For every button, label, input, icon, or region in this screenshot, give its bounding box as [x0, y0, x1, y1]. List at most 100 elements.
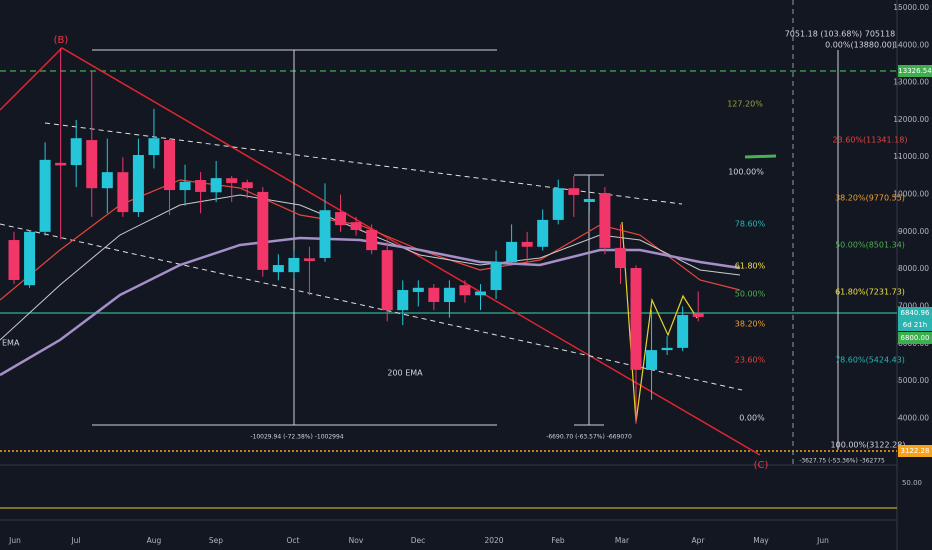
candle-body — [86, 140, 98, 189]
y-tick-label: 4000.00 — [898, 413, 929, 422]
candle-body — [677, 315, 689, 348]
candle-body — [459, 285, 471, 296]
candle-body — [39, 159, 51, 232]
x-tick-label: Oct — [287, 536, 300, 545]
candle-body — [132, 155, 144, 213]
candle-body — [490, 262, 502, 291]
measure-label: -6690.70 (-63.57%) -669070 — [546, 434, 632, 441]
candle-body — [568, 188, 580, 195]
candle-body — [319, 210, 331, 258]
fib-label: 61.80% — [735, 262, 766, 271]
measure-label: -10029.94 (-72.38%) -1002994 — [250, 434, 343, 441]
candle-body — [537, 219, 549, 247]
price-box — [898, 332, 932, 344]
annotations: (B) (C) 200 EMA EMA 7051.18 (103.68%) 70… — [2, 30, 907, 472]
candle-body — [614, 247, 626, 269]
measure-label: 7051.18 (103.68%) 705118 — [785, 30, 896, 39]
y-tick-label: 7000.00 — [898, 301, 929, 310]
y-tick-label: 5000.00 — [898, 376, 929, 385]
price-labels: 13326.54 6840.96 6d 21h 6800.00 3122.28 … — [898, 65, 932, 487]
countdown-label: 6d 21h — [903, 321, 927, 329]
fib-label: 127.20% — [727, 100, 763, 109]
fib-label: 78.60%(5424.43) — [835, 356, 905, 365]
candle-body — [164, 140, 175, 191]
ema-label: EMA — [2, 339, 20, 348]
price-label: 6800.00 — [901, 334, 930, 342]
fib-label: 38.20%(9770.55) — [835, 194, 905, 203]
fib-label: 50.00% — [735, 290, 766, 299]
y-tick-label: 9000.00 — [898, 227, 929, 236]
wave-label: (B) — [54, 35, 69, 46]
candle-body — [692, 313, 704, 317]
candle-body — [428, 287, 440, 302]
candle-body — [506, 241, 518, 263]
price-box — [898, 307, 932, 331]
y-tick-label: 15000.00 — [893, 3, 929, 12]
x-tick-label: Jul — [70, 536, 80, 545]
x-tick-label: Apr — [692, 536, 706, 545]
x-tick-label: May — [753, 536, 769, 545]
fib-label: 0.00% — [739, 414, 765, 423]
candle-body — [101, 172, 113, 189]
x-tick-label: Dec — [411, 536, 426, 545]
candle-body — [55, 162, 67, 166]
candle-body — [366, 229, 378, 251]
fib-label: 23.60%(11341.18) — [833, 136, 908, 145]
fib-label: 100.00% — [728, 168, 764, 177]
wave-label: (C) — [754, 460, 769, 471]
x-tick-label: Sep — [209, 536, 223, 545]
candle-body — [70, 138, 82, 166]
candle-body — [521, 241, 533, 247]
price-box — [898, 445, 932, 457]
fib-label: 61.80%(7231.73) — [835, 288, 905, 297]
fib-label: 78.60% — [735, 220, 766, 229]
axes: 4000.005000.006000.007000.008000.009000.… — [8, 3, 929, 545]
candle-body — [412, 287, 424, 292]
candle-body — [148, 138, 160, 155]
price-box — [898, 65, 932, 77]
x-tick-label: Mar — [615, 536, 630, 545]
candle-body — [350, 222, 362, 230]
y-tick-label: 14000.00 — [893, 40, 929, 49]
fib-label: 50.00%(8501.34) — [835, 241, 905, 250]
ema-label: 200 EMA — [387, 369, 423, 378]
candle-body — [661, 347, 673, 351]
fib-label: 38.20% — [735, 320, 766, 329]
candle-body — [583, 199, 595, 203]
candle-body — [210, 178, 222, 193]
pane-label: 50.00 — [902, 479, 922, 487]
y-tick-label: 8000.00 — [898, 264, 929, 273]
candles — [8, 47, 704, 424]
x-tick-label: Jun — [816, 536, 829, 545]
y-tick-label: 11000.00 — [893, 152, 929, 161]
fib-label: 0.00%(13880.00) — [825, 41, 895, 50]
candle-body — [8, 240, 20, 280]
candle-body — [303, 258, 315, 261]
drawings — [0, 0, 898, 550]
candle-body — [179, 181, 191, 191]
candle-body — [117, 172, 129, 213]
candle-body — [272, 265, 284, 273]
candle-body — [630, 268, 642, 370]
price-label: 6840.96 — [901, 309, 930, 317]
candle-body — [195, 179, 207, 192]
x-tick-label: Aug — [147, 536, 162, 545]
candle-body — [288, 257, 300, 273]
candle-body — [552, 188, 564, 220]
y-tick-label: 13000.00 — [893, 78, 929, 87]
fib-label: 23.60% — [735, 356, 766, 365]
candle-body — [381, 250, 393, 311]
x-tick-label: Jun — [8, 536, 21, 545]
candle-body — [257, 191, 269, 270]
candle-body — [335, 212, 347, 226]
y-tick-label: 10000.00 — [893, 190, 929, 199]
x-tick-label: Feb — [551, 536, 565, 545]
y-tick-label: 12000.00 — [893, 115, 929, 124]
x-tick-label: 2020 — [484, 536, 503, 545]
x-tick-label: Nov — [349, 536, 364, 545]
candle-body — [397, 290, 409, 311]
measure-label: -3627.75 (-53.36%) -362775 — [799, 458, 885, 465]
candle-body — [646, 350, 658, 370]
price-label: 13326.54 — [898, 67, 932, 75]
